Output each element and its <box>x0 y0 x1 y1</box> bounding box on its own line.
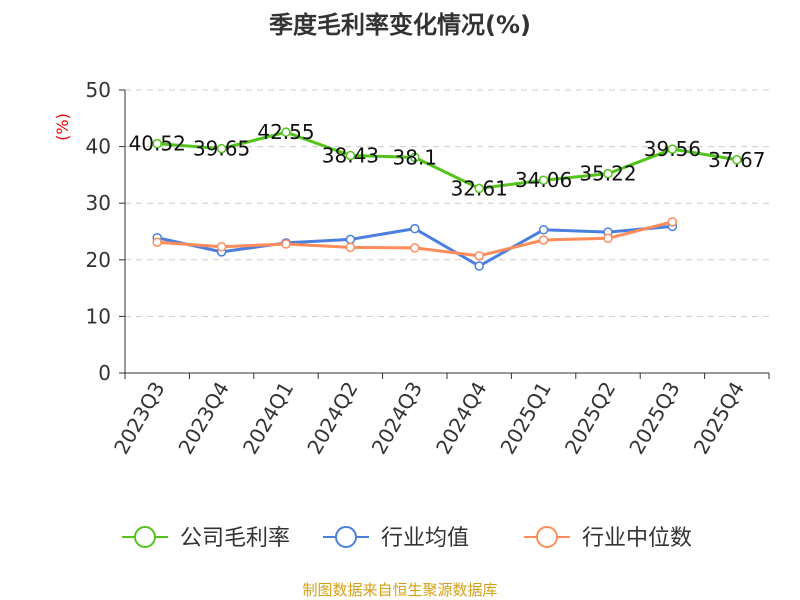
legend-marker[interactable] <box>134 526 156 548</box>
x-tick-label: 2025Q2 <box>560 378 620 459</box>
data-point[interactable] <box>410 243 420 253</box>
data-label: 35.22 <box>579 162 636 186</box>
data-label: 40.52 <box>129 132 186 156</box>
x-tick-label: 2025Q4 <box>689 378 749 459</box>
y-tick-label: 20 <box>86 248 111 272</box>
y-tick-label: 0 <box>98 361 111 385</box>
data-point[interactable] <box>474 261 484 271</box>
data-point[interactable] <box>345 242 356 253</box>
x-tick-label: 2025Q3 <box>624 378 684 459</box>
data-label: 37.67 <box>708 148 765 172</box>
legend-marker[interactable] <box>335 526 357 548</box>
data-point[interactable] <box>474 251 484 261</box>
source-note: 制图数据来自恒生聚源数据库 <box>302 581 497 599</box>
y-tick-label: 30 <box>86 191 111 215</box>
data-point[interactable] <box>410 223 420 234</box>
x-tick-label: 2024Q1 <box>238 378 298 459</box>
data-point[interactable] <box>603 233 613 244</box>
data-point[interactable] <box>216 242 227 252</box>
data-point[interactable] <box>216 143 227 154</box>
x-tick-label: 2023Q3 <box>109 378 169 459</box>
data-label: 34.06 <box>515 168 572 192</box>
data-point[interactable] <box>345 234 356 245</box>
data-point[interactable] <box>474 183 484 194</box>
data-point[interactable] <box>152 138 162 149</box>
legend-label[interactable]: 公司毛利率 <box>180 526 290 551</box>
data-point[interactable] <box>281 239 291 249</box>
legend-label[interactable]: 行业均值 <box>381 526 469 551</box>
x-tick-label: 2024Q3 <box>367 378 427 459</box>
series-line <box>157 130 738 190</box>
data-label: 39.65 <box>193 137 250 161</box>
data-point[interactable] <box>410 152 420 163</box>
data-label: 32.61 <box>451 176 508 200</box>
data-label: 38.43 <box>322 143 379 167</box>
y-tick-label: 40 <box>86 135 111 159</box>
data-point[interactable] <box>538 235 549 245</box>
data-point[interactable] <box>667 217 678 227</box>
data-point[interactable] <box>667 144 678 154</box>
x-tick-label: 2024Q4 <box>431 378 491 459</box>
legend-label[interactable]: 行业中位数 <box>582 526 692 551</box>
data-label: 39.56 <box>644 137 701 161</box>
data-point[interactable] <box>538 225 549 235</box>
y-axis-label: (%) <box>53 113 72 141</box>
x-tick-label: 2025Q1 <box>495 378 555 459</box>
data-point[interactable] <box>345 150 356 161</box>
y-tick-label: 10 <box>86 304 111 328</box>
data-label: 42.55 <box>257 120 314 144</box>
x-tick-label: 2024Q2 <box>302 378 362 459</box>
data-point[interactable] <box>152 237 162 248</box>
data-point[interactable] <box>603 168 613 179</box>
y-tick-label: 50 <box>86 78 111 102</box>
data-point[interactable] <box>732 155 742 165</box>
x-tick-label: 2023Q4 <box>173 378 233 459</box>
chart-title: 季度毛利率变化情况(%) <box>269 11 531 39</box>
legend-marker[interactable] <box>536 526 558 548</box>
data-point[interactable] <box>538 175 549 185</box>
data-label: 38.1 <box>393 145 438 169</box>
data-point[interactable] <box>281 127 291 137</box>
